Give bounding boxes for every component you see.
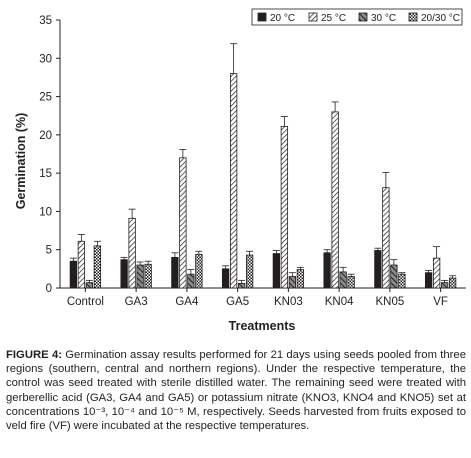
- bar: [382, 187, 390, 289]
- bar: [245, 254, 254, 289]
- bar: [77, 240, 86, 289]
- y-tick-label: 10: [39, 206, 52, 218]
- legend-swatch: [358, 12, 368, 22]
- figure-caption-text: Germination assay results performed for …: [6, 349, 466, 433]
- bar: [85, 282, 94, 289]
- bar: [374, 250, 382, 289]
- axes: 0 5 10 15 20 25 30 35: [39, 15, 466, 295]
- bar: [272, 253, 281, 289]
- x-tick-label: KN04: [325, 296, 354, 308]
- legend-label: 20/30 °C: [421, 13, 460, 24]
- x-tick-label: GA5: [226, 296, 249, 308]
- bar: [432, 257, 441, 289]
- bar: [424, 272, 433, 289]
- y-tick-label: 30: [39, 53, 52, 65]
- legend-label: 25 °C: [321, 13, 346, 24]
- legend-label: 20 °C: [270, 13, 295, 24]
- bar: [136, 264, 144, 289]
- bar: [93, 245, 102, 289]
- x-tick-label: GA3: [125, 296, 148, 308]
- bar: [187, 273, 195, 289]
- bar: [229, 73, 238, 289]
- y-tick-label: 20: [39, 130, 52, 142]
- y-axis-title: Germination (%): [14, 113, 28, 210]
- bar: [144, 263, 152, 289]
- bar: [280, 126, 289, 289]
- x-axis-title: Treatments: [229, 319, 296, 333]
- bar: [171, 256, 179, 289]
- figure-caption: FIGURE 4: Germination assay results perf…: [6, 348, 466, 433]
- x-tick-label: VF: [433, 296, 448, 308]
- bar: [296, 269, 305, 289]
- germination-bar-chart: 0 5 10 15 20 25 30 35 Control GA3 GA4 GA5 KN03 KN04 K…: [14, 8, 466, 333]
- bar: [323, 252, 331, 289]
- bar: [128, 217, 136, 289]
- bar: [120, 259, 128, 289]
- bar: [237, 283, 246, 289]
- bars: [69, 43, 457, 289]
- bar: [195, 253, 203, 289]
- bar: [331, 111, 339, 289]
- y-tick-label: 25: [39, 92, 52, 104]
- legend: 20 °C 25 °C 30 °C 20/30 °C: [251, 8, 463, 26]
- bar: [448, 277, 457, 289]
- bar: [390, 264, 398, 289]
- y-tick-label: 15: [39, 168, 52, 180]
- bar: [288, 276, 297, 289]
- bar: [339, 271, 347, 289]
- x-tick-labels: Control GA3 GA4 GA5 KN03 KN04 KN05 VF: [67, 288, 448, 308]
- legend-swatch: [257, 12, 267, 22]
- legend-label: 30 °C: [371, 13, 396, 24]
- x-tick-label: KN03: [274, 296, 303, 308]
- x-tick-label: KN05: [375, 296, 404, 308]
- y-tick-label: 5: [46, 245, 52, 257]
- bar: [398, 273, 406, 289]
- legend-swatch: [308, 12, 318, 22]
- x-tick-label: Control: [67, 296, 104, 308]
- y-tick-label: 0: [46, 283, 52, 295]
- figure-caption-label: FIGURE 4:: [6, 349, 62, 361]
- legend-swatch: [408, 12, 418, 22]
- x-tick-label: GA4: [175, 296, 199, 308]
- bar: [440, 282, 449, 289]
- bar: [69, 260, 78, 289]
- bar: [347, 276, 355, 289]
- bar: [179, 157, 187, 289]
- y-tick-label: 35: [39, 15, 52, 27]
- bar: [221, 268, 230, 289]
